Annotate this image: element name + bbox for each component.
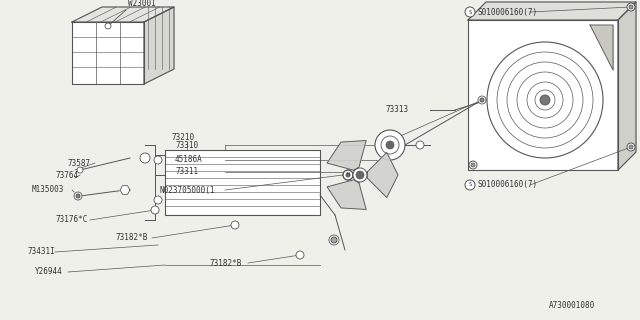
Circle shape <box>76 194 80 198</box>
Text: N: N <box>347 172 349 178</box>
Circle shape <box>381 136 399 154</box>
Circle shape <box>627 3 635 11</box>
Circle shape <box>386 141 394 149</box>
Circle shape <box>507 62 583 138</box>
Polygon shape <box>120 186 130 194</box>
Text: 73310: 73310 <box>175 140 198 149</box>
Circle shape <box>375 130 405 160</box>
Text: W23001: W23001 <box>128 0 156 8</box>
Polygon shape <box>327 140 366 170</box>
Text: 73182*B: 73182*B <box>210 259 243 268</box>
Text: 73764: 73764 <box>55 171 78 180</box>
Circle shape <box>331 237 337 243</box>
Circle shape <box>346 173 350 177</box>
Circle shape <box>478 96 486 104</box>
Circle shape <box>151 206 159 214</box>
Text: 73210: 73210 <box>172 133 195 142</box>
Text: 73587: 73587 <box>68 158 91 167</box>
Text: N023705000(1: N023705000(1 <box>160 186 216 195</box>
Polygon shape <box>468 20 618 170</box>
Circle shape <box>154 196 162 204</box>
Text: 73313: 73313 <box>385 106 408 115</box>
Text: S: S <box>468 182 472 188</box>
Text: M135003: M135003 <box>32 186 65 195</box>
Text: S010006160(7): S010006160(7) <box>477 7 537 17</box>
Text: Y26944: Y26944 <box>35 268 63 276</box>
Circle shape <box>480 98 484 102</box>
Polygon shape <box>327 180 366 210</box>
Text: 45186A: 45186A <box>175 156 203 164</box>
Text: 73176*C: 73176*C <box>55 215 88 225</box>
Circle shape <box>469 161 477 169</box>
Circle shape <box>77 167 83 173</box>
Text: S010006160(7): S010006160(7) <box>477 180 537 189</box>
Circle shape <box>231 221 239 229</box>
Text: 73182*B: 73182*B <box>115 234 147 243</box>
Polygon shape <box>590 25 613 70</box>
Polygon shape <box>144 7 174 84</box>
Circle shape <box>416 141 424 149</box>
Circle shape <box>471 163 475 167</box>
Circle shape <box>527 82 563 118</box>
Circle shape <box>497 52 593 148</box>
Polygon shape <box>367 152 398 197</box>
Circle shape <box>105 23 111 29</box>
Circle shape <box>140 153 150 163</box>
Circle shape <box>517 72 573 128</box>
Circle shape <box>465 180 475 190</box>
Circle shape <box>296 251 304 259</box>
Circle shape <box>540 95 550 105</box>
Circle shape <box>627 143 635 151</box>
Circle shape <box>465 7 475 17</box>
Circle shape <box>356 171 364 179</box>
Text: 73311: 73311 <box>175 167 198 177</box>
Polygon shape <box>468 2 636 20</box>
Polygon shape <box>72 7 174 22</box>
Circle shape <box>487 42 603 158</box>
Text: 73431I: 73431I <box>28 247 56 257</box>
Circle shape <box>329 235 339 245</box>
Circle shape <box>535 90 555 110</box>
Circle shape <box>343 170 353 180</box>
Polygon shape <box>165 150 320 215</box>
Circle shape <box>74 192 82 200</box>
Text: A730001080: A730001080 <box>548 301 595 310</box>
Polygon shape <box>72 22 144 84</box>
Circle shape <box>154 156 162 164</box>
Circle shape <box>629 5 633 9</box>
Circle shape <box>353 168 367 182</box>
Polygon shape <box>618 2 636 170</box>
Text: S: S <box>468 10 472 14</box>
Circle shape <box>629 145 633 149</box>
